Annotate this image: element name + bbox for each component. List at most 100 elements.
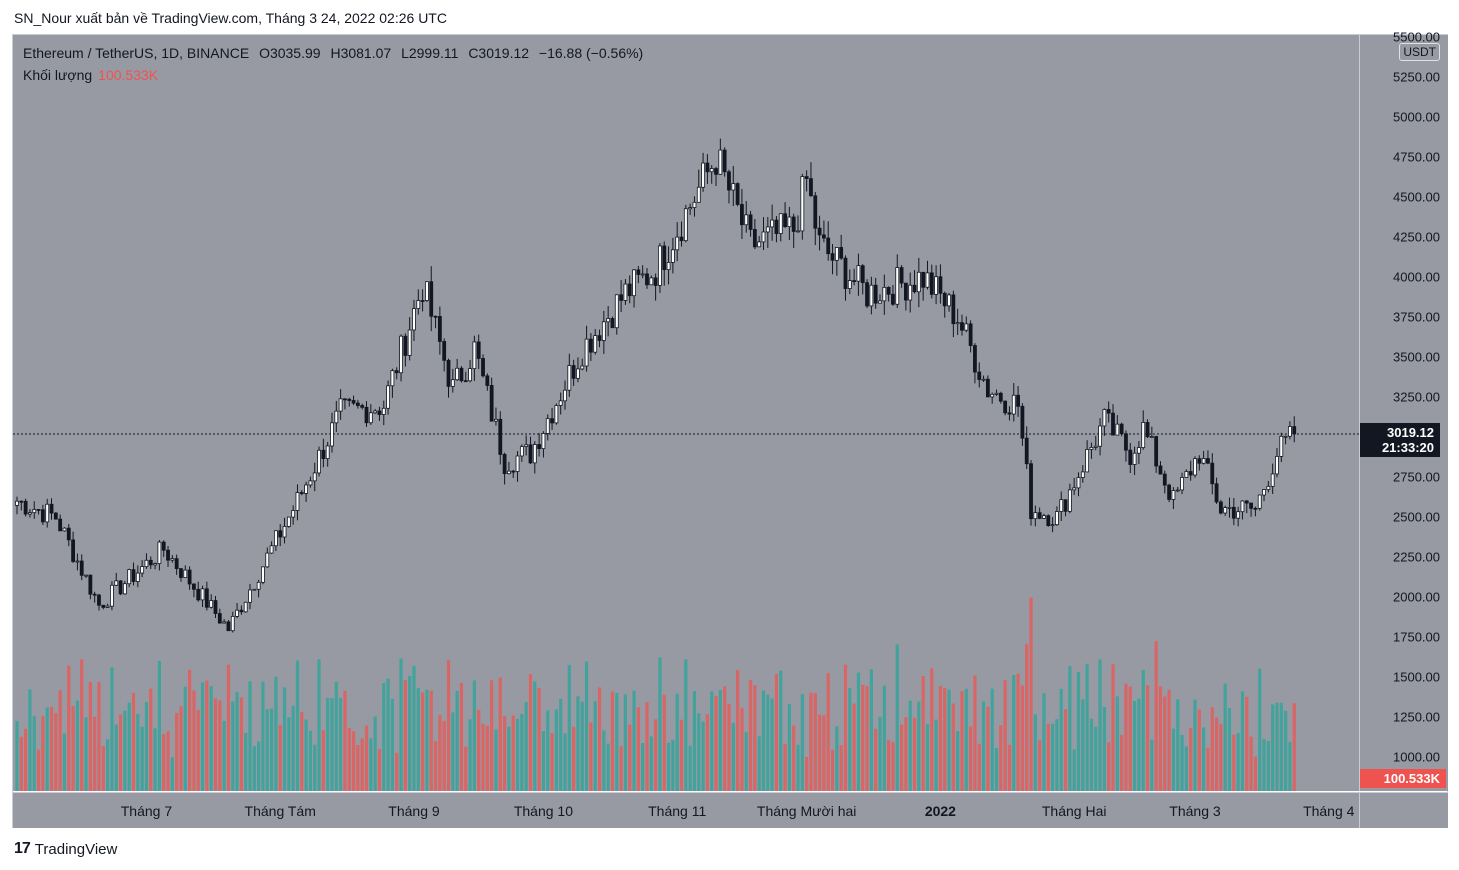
candle-up [282,526,287,538]
volume-bar [300,711,304,791]
candle-up [1076,477,1081,489]
candle-up [1098,425,1102,447]
volume-bar [97,682,101,791]
candle-down [865,282,869,307]
candle-up [1257,494,1262,509]
volume-bar [835,726,839,791]
candle-up [170,558,175,561]
candle-up [770,219,775,228]
volume-bar [472,680,476,791]
volume-bar [1115,696,1119,791]
volume-bar [429,690,433,791]
volume-bar [1223,683,1227,791]
candle-down [446,359,451,387]
volume-bar [1007,744,1012,791]
price-tick-label: 2250.00 [1393,549,1440,565]
candle-up [1266,485,1271,490]
candle-down [1046,515,1051,527]
candle-down [226,621,231,632]
candle-up [796,230,800,233]
volume-bar [15,721,19,791]
volume-bar [356,745,360,791]
volume-bar [45,707,49,791]
volume-bar [205,680,209,791]
volume-bar [377,749,382,791]
symbol-legend[interactable]: Ethereum / TetherUS, 1D, BINANCE O3035.9… [23,45,649,61]
candle-down [299,492,304,494]
volume-bar [861,684,865,791]
volume-bar [1253,756,1258,791]
volume-bar [1111,664,1115,791]
candle-up [658,245,662,286]
volume-bar [563,733,567,791]
volume-bar [576,696,580,791]
last-price-label: 3019.12 21:33:20 [1360,422,1440,457]
volume-legend[interactable]: Khối lượng 100.533K [23,67,158,83]
candle-down [459,367,464,382]
candle-up [1093,445,1098,448]
brand-footer[interactable]: 17 TradingView [14,840,117,858]
volume-legend-label[interactable]: Khối lượng [23,67,93,83]
volume-bar [261,681,265,791]
volume-bar [1249,736,1253,791]
volume-bar [770,698,774,791]
candle-down [343,398,347,401]
volume-bar [934,719,938,791]
candle-down [597,335,602,341]
candle-up [1055,511,1059,526]
candle-up [545,418,550,434]
candle-down [852,280,857,282]
candle-up [144,559,149,568]
candle-down [92,593,97,596]
candle-down [463,380,468,383]
brand-name: TradingView [34,840,118,858]
candle-up [1262,489,1266,496]
time-scale[interactable]: Tháng 7 Tháng Tám Tháng 9 Tháng 10 Tháng 11 T… [13,792,1359,828]
candle-up [1175,489,1180,492]
price-scale[interactable]: USDT 3019.12 21:33:20 100.533K 5500.00 52… [1359,30,1448,791]
candle-up [1227,506,1232,509]
volume-bar [1145,685,1150,791]
volume-bar [1262,739,1266,791]
candlestick-chart[interactable] [13,35,1359,791]
volume-bar [1240,691,1245,791]
volume-bar [1124,683,1128,791]
volume-bar [1025,643,1029,791]
candle-up [934,276,938,295]
volume-bar [343,690,347,791]
legend-high: H3081.07 [330,45,392,61]
volume-bar [1046,723,1050,791]
candle-down [351,400,356,404]
candle-up [731,183,736,191]
publisher-line: SN_Nour xuất bản về TradingView.com, Thá… [14,10,447,26]
volume-bar [1059,688,1063,791]
candle-down [804,176,809,179]
candle-down [278,530,283,538]
legend-close: C3019.12 [468,45,530,61]
volume-bar [1098,659,1102,791]
candle-down [740,204,744,226]
time-tick-label: Tháng 7 [120,803,173,819]
currency-button[interactable]: USDT [1399,43,1440,61]
volume-bar [559,698,563,791]
volume-bar [882,685,886,791]
volume-bar [1210,707,1214,791]
volume-bar [175,712,179,791]
volume-bar [658,657,662,791]
candle-up [265,552,270,568]
candle-up [563,389,567,402]
candle-up [325,445,330,459]
volume-bar [891,741,895,791]
volume-legend-value: 100.533K [98,67,159,83]
volume-bar [515,718,520,791]
volume-bar [1012,674,1016,791]
candle-down [830,253,835,261]
volume-bar [792,725,796,791]
candle-up [606,318,611,323]
volume-bar [899,724,904,791]
volume-bar [131,692,136,791]
chart-pane[interactable]: Ethereum / TetherUS, 1D, BINANCE O3035.9… [13,35,1359,791]
candle-up [75,560,80,563]
volume-bar [364,725,369,791]
legend-symbol[interactable]: Ethereum / TetherUS, 1D, BINANCE [23,45,250,61]
